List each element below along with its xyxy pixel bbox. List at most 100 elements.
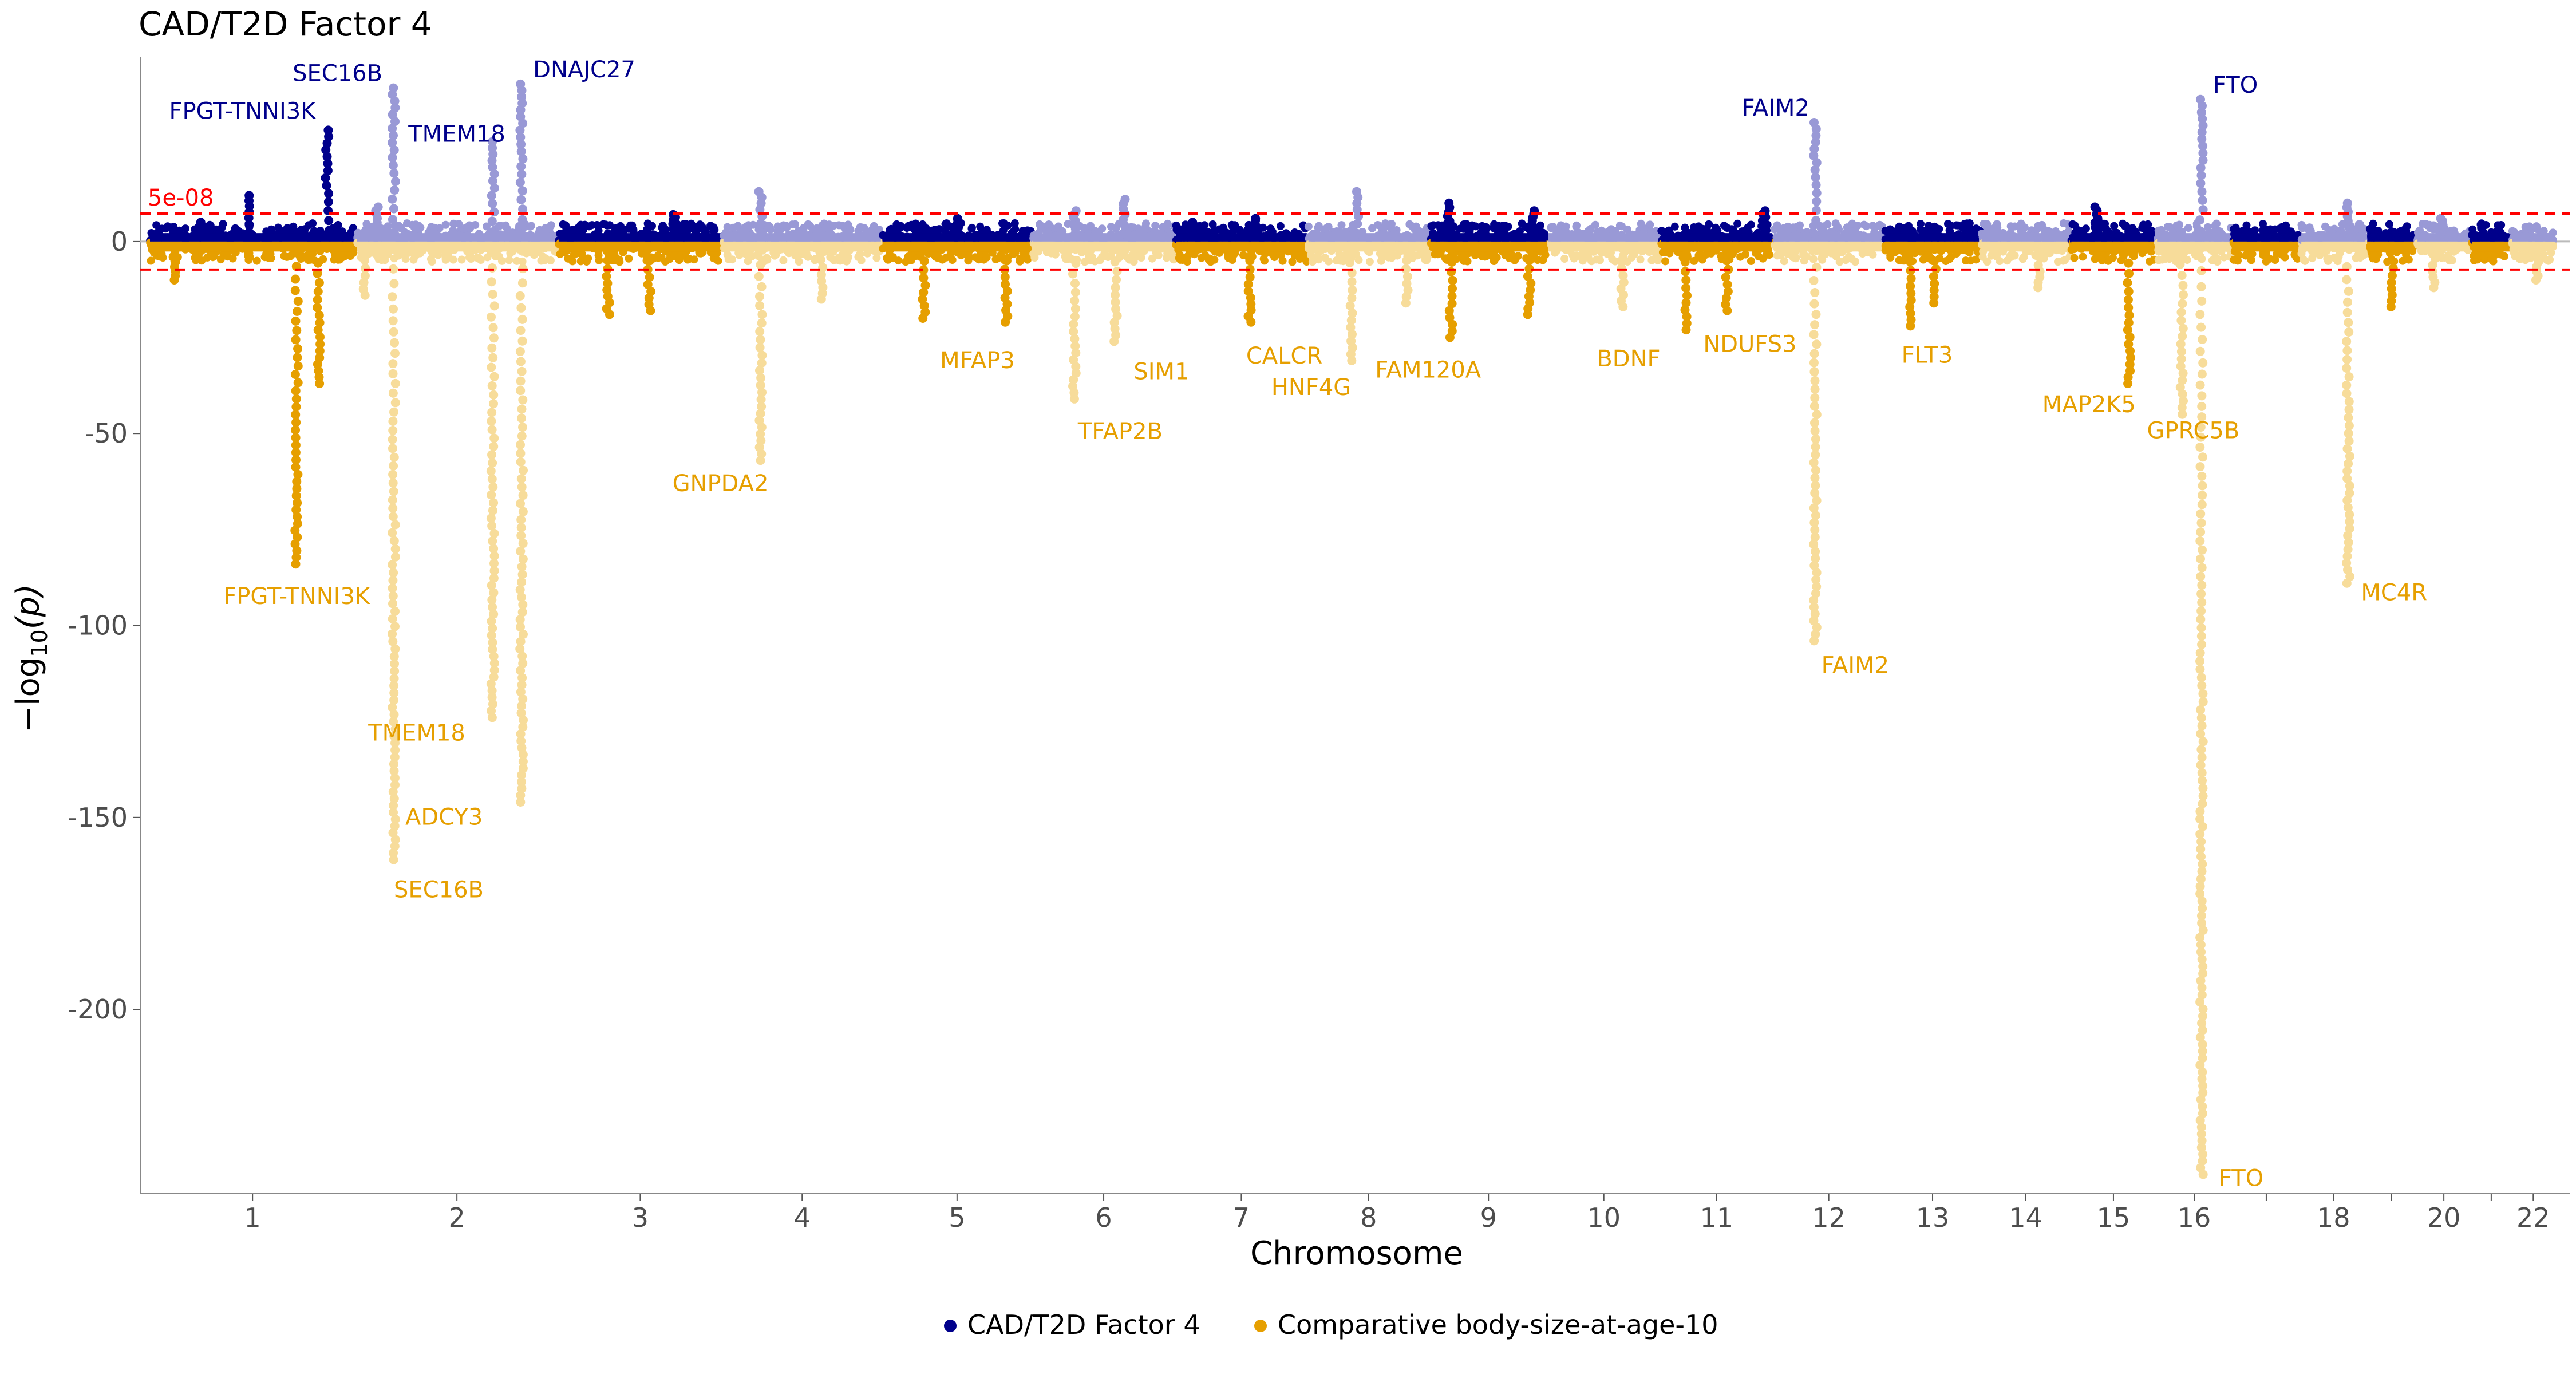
snp-point [643, 219, 652, 228]
snp-point [252, 256, 261, 265]
snp-point [1333, 256, 1341, 264]
snp-point [161, 224, 170, 233]
snp-band [357, 241, 558, 252]
snp-point [280, 252, 289, 260]
snp-point [1081, 258, 1089, 266]
snp-point [822, 223, 831, 232]
snp-point [497, 256, 506, 265]
snp-point [1490, 220, 1499, 228]
snp-point [1792, 254, 1800, 263]
snp-point [1741, 250, 1749, 259]
snp-point [610, 250, 619, 258]
snp-point [857, 256, 866, 264]
y-tick-label: -50 [85, 418, 128, 449]
snp-point [564, 254, 572, 263]
snp-point [530, 251, 539, 259]
snp-point [301, 253, 310, 262]
snp-point [1278, 256, 1287, 265]
snp-point [455, 220, 463, 228]
snp-point [729, 223, 737, 232]
snp-point [1459, 224, 1468, 233]
snp-point [457, 255, 466, 264]
snp-point [967, 223, 976, 232]
snp-point [1227, 220, 1236, 229]
snp-point [512, 256, 521, 265]
snp-point [1607, 225, 1615, 234]
y-tick-label: -200 [68, 994, 128, 1025]
snp-point [856, 250, 864, 258]
snp-point [971, 253, 979, 262]
snp-band [558, 233, 722, 242]
snp-point [735, 251, 744, 259]
snp-point [1107, 223, 1115, 231]
snp-point [1534, 255, 1542, 264]
snp-point [501, 221, 510, 230]
y-tick-label: 0 [111, 226, 128, 257]
snp-point [1064, 251, 1072, 260]
y-tick-label: -100 [68, 610, 128, 641]
snp-point [1653, 256, 1662, 265]
snp-point [1573, 221, 1581, 230]
snp-point [1405, 220, 1414, 228]
snp-point [839, 222, 847, 230]
snp-point [1860, 220, 1868, 229]
snp-point [207, 224, 215, 232]
snp-point [764, 222, 773, 230]
snp-point [394, 251, 403, 260]
snp-point [362, 220, 371, 228]
snp-point [541, 254, 550, 263]
snp-point [887, 224, 895, 233]
snp-point [1747, 257, 1755, 265]
snp-point [754, 252, 763, 260]
snp-point [412, 220, 420, 229]
snp-point [1206, 258, 1215, 266]
snp-point [1611, 257, 1619, 266]
snp-point [466, 224, 474, 232]
snp-point [625, 254, 633, 263]
snp-point [1304, 222, 1313, 231]
snp-point [147, 256, 155, 265]
snp-point [397, 223, 405, 232]
snp-band [1033, 233, 1175, 242]
snp-point [1373, 221, 1382, 229]
snp-point [441, 220, 450, 229]
snp-point [374, 253, 382, 262]
y-tick-label: -150 [68, 802, 128, 833]
snp-band [357, 233, 558, 242]
snp-point [1586, 224, 1595, 233]
snp-point [316, 227, 325, 235]
snp-band [1661, 233, 1773, 242]
snp-point [1354, 256, 1363, 264]
snp-point [475, 254, 483, 262]
snp-point [1387, 223, 1396, 232]
snp-point [1584, 252, 1593, 261]
snp-point [562, 221, 570, 230]
snp-point [1088, 253, 1096, 262]
snp-point [601, 220, 610, 229]
snp-point [843, 255, 852, 263]
snp-band [1175, 241, 1307, 252]
snp-point [1365, 258, 1374, 266]
snp-point [868, 226, 877, 234]
snp-point [1200, 221, 1209, 230]
snp-point [208, 253, 217, 262]
snp-point [1690, 223, 1698, 231]
snp-point [1690, 256, 1698, 265]
snp-point [527, 222, 535, 230]
snp-point [1482, 224, 1491, 233]
snp-point [491, 252, 500, 260]
snp-band [1308, 233, 1429, 242]
background-snps [146, 219, 2557, 266]
snp-band [558, 241, 722, 252]
snp-point [1003, 221, 1012, 230]
snp-point [430, 223, 438, 232]
snp-point [1239, 251, 1247, 259]
snp-point [1208, 220, 1217, 228]
snp-point [219, 250, 228, 258]
snp-point [1276, 222, 1285, 230]
snp-point [1489, 254, 1498, 263]
snp-point [1259, 255, 1268, 263]
snp-point [799, 224, 808, 232]
